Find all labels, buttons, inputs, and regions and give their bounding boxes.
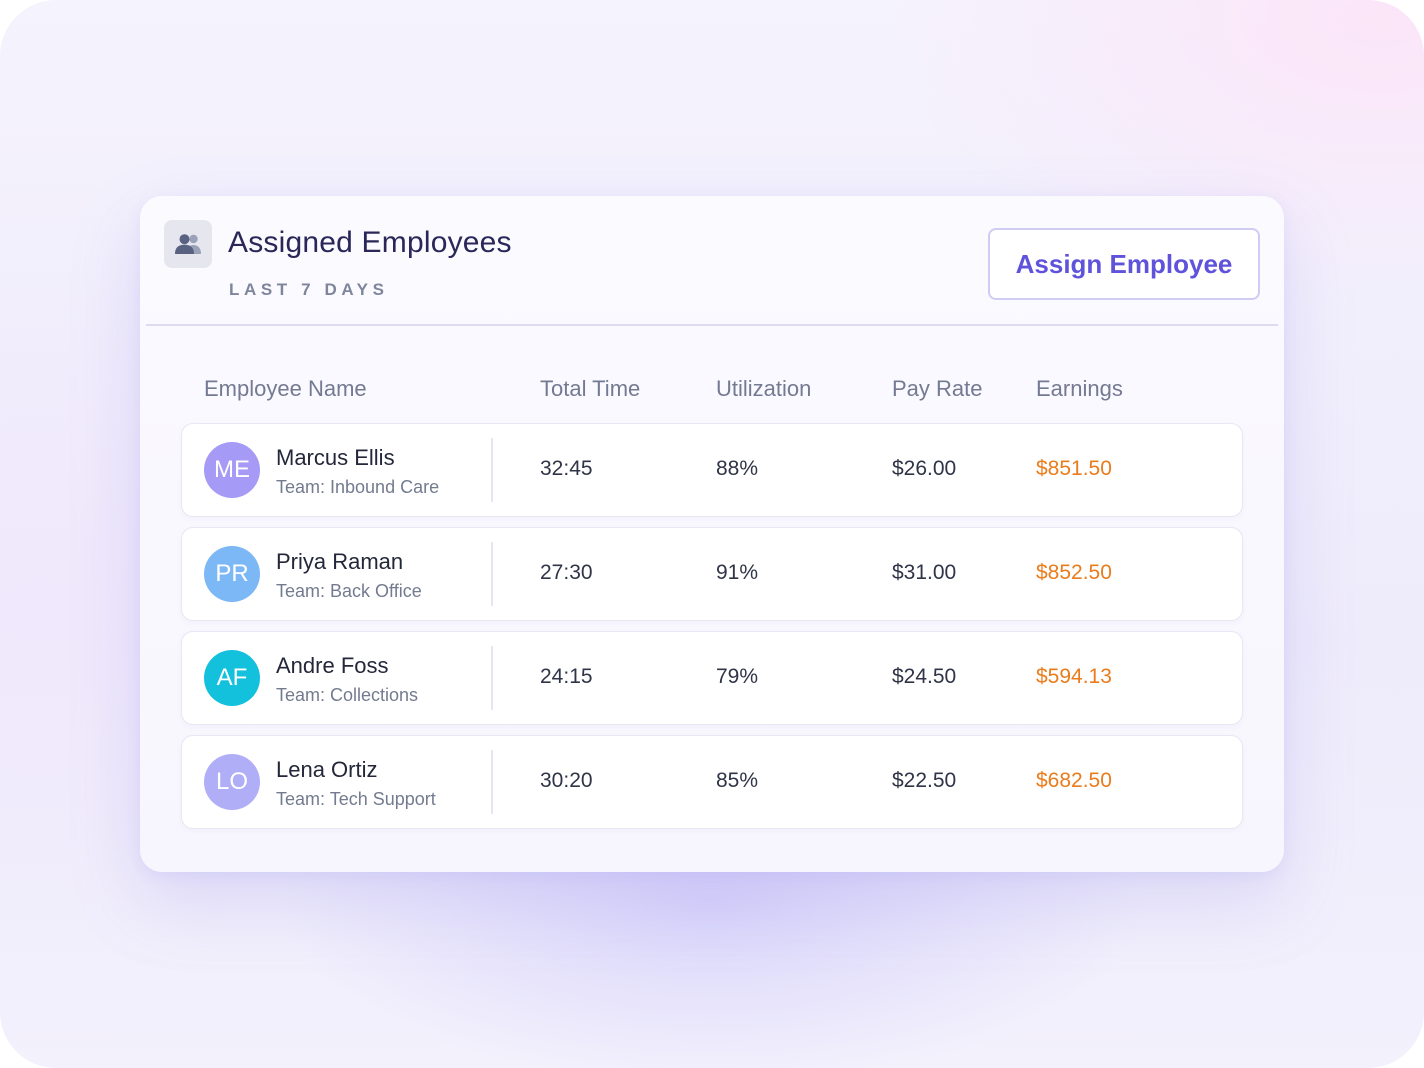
employee-name: Priya Raman (276, 549, 404, 574)
earnings-value: $594.13 (1036, 665, 1112, 688)
period-subtitle: LAST 7 DAYS (229, 280, 389, 299)
assigned-employees-card: Assigned Employees LAST 7 DAYS Assign Em… (140, 196, 1284, 872)
total-time-value: 27:30 (540, 561, 593, 584)
earnings-value: $852.50 (1036, 561, 1112, 584)
avatar: PR (204, 546, 260, 602)
row-divider (491, 750, 493, 814)
assign-employee-button[interactable]: Assign Employee (988, 228, 1260, 300)
column-header-earnings: Earnings (1036, 376, 1123, 401)
employee-team: Team: Back Office (276, 581, 422, 601)
row-divider (491, 438, 493, 502)
utilization-value: 79% (716, 665, 759, 688)
users-icon (164, 220, 212, 268)
utilization-value: 88% (716, 457, 759, 480)
utilization-value: 91% (716, 561, 759, 584)
total-time-value: 32:45 (540, 457, 593, 480)
employee-team: Team: Inbound Care (276, 477, 440, 497)
pay-rate-value: $22.50 (892, 769, 957, 792)
table-row[interactable]: ME Marcus Ellis Team: Inbound Care 32:45… (181, 423, 1243, 517)
total-time-value: 24:15 (540, 665, 593, 688)
avatar: AF (204, 650, 260, 706)
table-row[interactable]: AF Andre Foss Team: Collections 24:15 79… (181, 631, 1243, 725)
employee-name: Marcus Ellis (276, 445, 395, 470)
employee-name: Lena Ortiz (276, 757, 378, 782)
column-header-total-time: Total Time (540, 376, 641, 401)
avatar: ME (204, 442, 260, 498)
utilization-value: 85% (716, 769, 759, 792)
column-header-employee-name: Employee Name (204, 376, 367, 401)
page-title: Assigned Employees (228, 226, 512, 259)
row-divider (491, 542, 493, 606)
column-header-pay-rate: Pay Rate (892, 376, 983, 401)
employee-team: Team: Collections (276, 685, 419, 705)
avatar: LO (204, 754, 260, 810)
total-time-value: 30:20 (540, 769, 593, 792)
table-row[interactable]: LO Lena Ortiz Team: Tech Support 30:20 8… (181, 735, 1243, 829)
header-divider (146, 324, 1278, 326)
pay-rate-value: $24.50 (892, 665, 957, 688)
table-row[interactable]: PR Priya Raman Team: Back Office 27:30 9… (181, 527, 1243, 621)
pay-rate-value: $26.00 (892, 457, 957, 480)
earnings-value: $682.50 (1036, 769, 1112, 792)
earnings-value: $851.50 (1036, 457, 1112, 480)
employee-team: Team: Tech Support (276, 789, 436, 809)
employee-name: Andre Foss (276, 653, 389, 678)
column-header-utilization: Utilization (716, 376, 812, 401)
row-divider (491, 646, 493, 710)
pay-rate-value: $31.00 (892, 561, 957, 584)
